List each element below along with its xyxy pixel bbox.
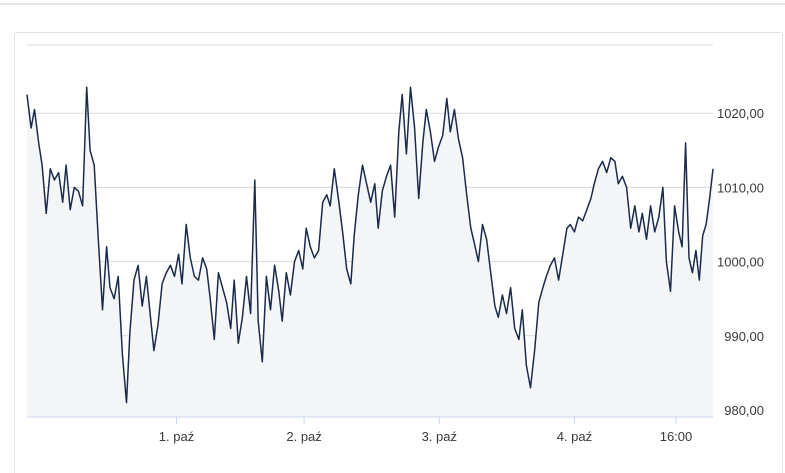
y-tick-label: 1000,00	[717, 255, 764, 270]
x-tick-label: 3. paź	[422, 429, 457, 444]
y-tick-label: 990,00	[724, 329, 764, 344]
x-tick-label: 16:00	[660, 429, 693, 444]
y-axis-labels: 980,00 990,00 1000,00 1010,00 1020,00	[717, 106, 764, 418]
price-chart: 1. paź 2. paź 3. paź 4. paź 16:00 980,00 990,…	[26, 44, 764, 444]
x-tick-label: 1. paź	[159, 429, 194, 444]
x-axis-ticks: 1. paź 2. paź 3. paź 4. paź 16:00	[159, 417, 692, 444]
y-tick-label: 1020,00	[717, 106, 764, 121]
y-tick-label: 980,00	[724, 403, 764, 418]
top-divider	[0, 3, 785, 5]
x-tick-label: 2. paź	[286, 429, 321, 444]
x-tick-label: 4. paź	[557, 429, 592, 444]
y-tick-label: 1010,00	[717, 180, 764, 195]
price-line	[26, 86, 714, 404]
price-area	[27, 87, 713, 417]
